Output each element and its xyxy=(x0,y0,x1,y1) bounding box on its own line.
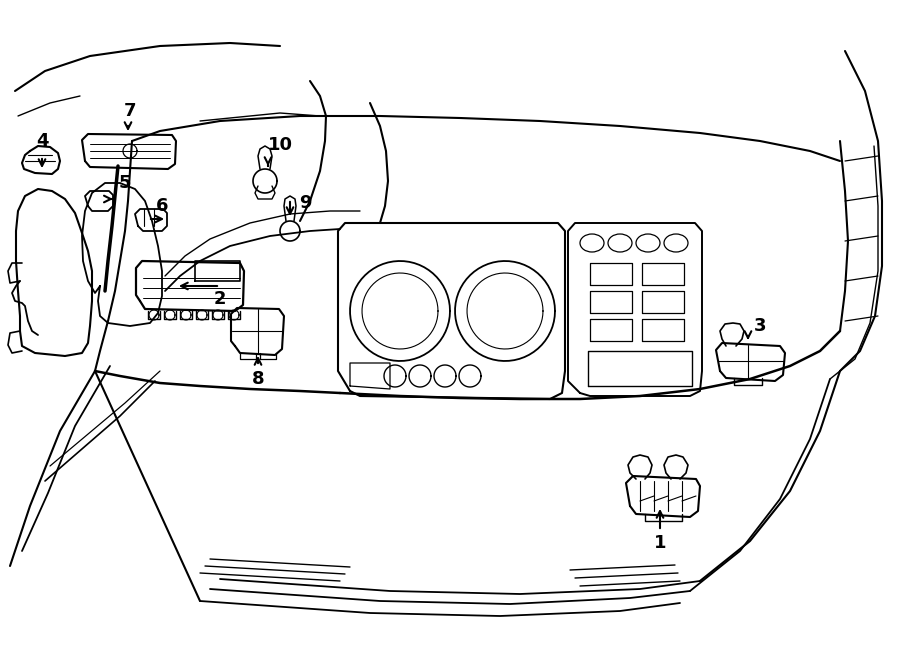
Text: 8: 8 xyxy=(252,370,265,388)
Text: 10: 10 xyxy=(267,136,293,154)
Text: 2: 2 xyxy=(214,290,226,308)
Text: 6: 6 xyxy=(156,197,168,215)
Text: 5: 5 xyxy=(119,174,131,192)
Text: 9: 9 xyxy=(299,194,311,212)
Text: 3: 3 xyxy=(754,317,766,335)
Text: 1: 1 xyxy=(653,534,666,552)
Text: 7: 7 xyxy=(124,102,136,120)
Text: 4: 4 xyxy=(36,132,49,150)
